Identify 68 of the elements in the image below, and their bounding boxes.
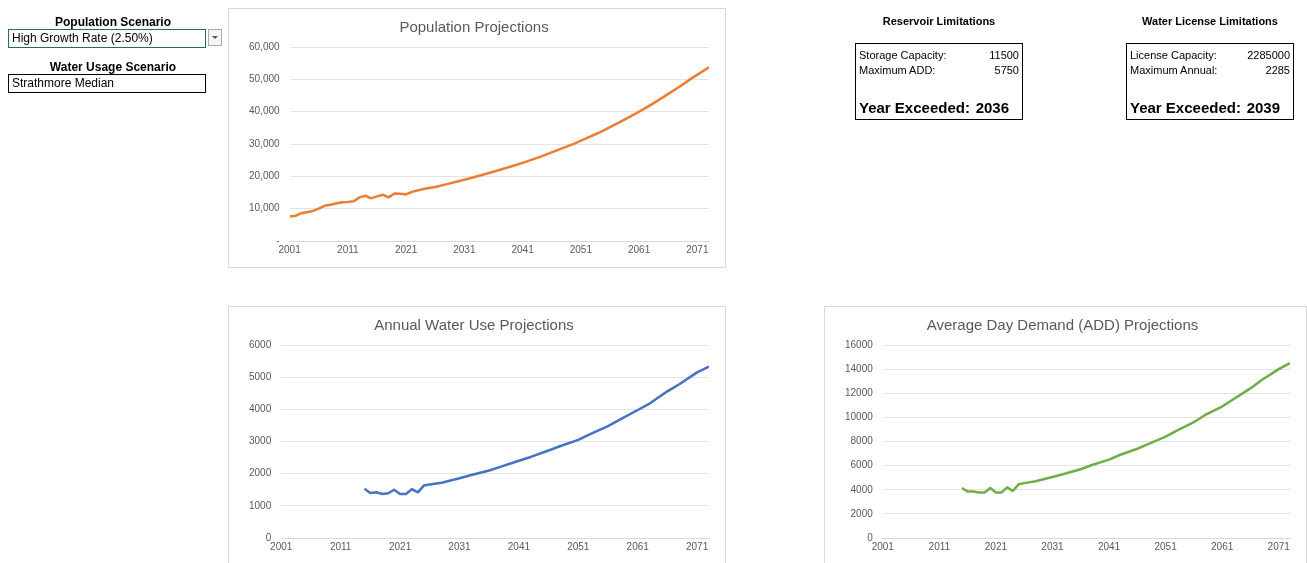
y-tick-label: 6000 [249,338,272,350]
text: Storage Capacity: [859,48,947,63]
x-tick-label: 2011 [329,540,352,552]
text: License Capacity: [1130,48,1217,63]
y-tick-label: 2000 [249,467,272,479]
y-tick-label: 3000 [249,435,272,447]
text: 11500 [989,48,1019,63]
x-tick-label: 2051 [567,540,590,552]
y-tick-label: 10000 [845,411,874,423]
text: Year Exceeded: [1130,99,1241,116]
x-tick-label: 2041 [507,540,531,552]
x-tick-label: 2001 [270,540,293,552]
text: Maximum ADD: [859,63,936,78]
chart-title: Population Projections [399,18,549,36]
x-tick-label: 2041 [1097,540,1121,552]
y-tick-label: 2000 [850,507,874,519]
chart-title: Average Day Demand (ADD) Projections [926,316,1199,334]
chart-title: Annual Water Use Projections [374,316,574,334]
text: Water Usage Scenario [48,60,178,74]
text: High Growth Rate (2.50%) [8,29,206,48]
x-tick-label: 2021 [388,540,412,552]
x-tick-label: 2061 [626,540,650,552]
x-tick-label: 2011 [928,540,951,552]
x-tick-label: 2041 [511,243,535,255]
x-tick-label: 2061 [627,243,651,255]
text: Maximum Annual: [1130,63,1218,78]
y-tick-label: 8000 [850,435,874,447]
x-tick-label: 2071 [685,540,709,552]
y-tick-label: 12000 [845,387,874,398]
text: 2036 [975,99,1009,116]
y-tick-label: 60,000 [248,40,281,52]
y-tick-label: 0 [265,531,272,543]
text: Population Scenario [54,15,172,29]
text: Year Exceeded: [859,99,970,116]
y-tick-label: - [276,234,280,246]
y-tick-label: 30,000 [248,137,281,149]
x-tick-label: 2071 [1267,540,1291,552]
text: 2285000 [1247,48,1290,63]
x-tick-label: 2061 [1211,540,1234,552]
x-tick-label: 2031 [453,243,476,255]
x-tick-label: 2021 [394,243,418,255]
y-tick-label: 0 [867,531,874,543]
text: Strathmore Median [8,74,206,93]
text: Reservoir Limitations [881,15,997,27]
y-tick-label: 5000 [249,370,272,382]
x-tick-label: 2051 [1154,540,1178,552]
text: 2039 [1246,99,1280,116]
x-tick-label: 2001 [278,243,302,255]
y-tick-label: 16000 [845,338,874,350]
y-tick-label: 10,000 [248,202,281,214]
y-tick-label: 14000 [845,362,874,374]
x-tick-label: 2031 [1041,540,1065,552]
y-tick-label: 4000 [249,403,272,415]
x-tick-label: 2011 [337,243,360,255]
text: 2285 [1265,63,1290,78]
x-tick-label: 2031 [448,540,472,552]
x-tick-label: 2021 [984,540,1008,552]
y-tick-label: 6000 [850,459,874,471]
y-tick-label: 50,000 [248,73,281,85]
y-tick-label: 20,000 [248,170,281,182]
text: Water License Limitations [1141,15,1279,27]
y-tick-label: 4000 [850,483,874,495]
y-tick-label: 40,000 [248,105,281,117]
x-tick-label: 2001 [871,540,895,552]
y-tick-label: 1000 [249,499,272,511]
text: 5750 [994,63,1019,78]
x-tick-label: 2051 [569,243,593,255]
x-tick-label: 2071 [686,243,709,255]
